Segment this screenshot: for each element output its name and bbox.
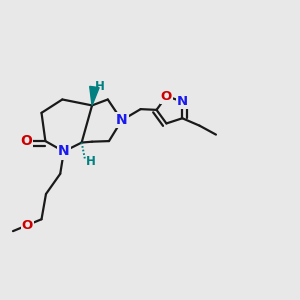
Polygon shape [90, 86, 99, 105]
Text: O: O [22, 219, 33, 232]
Text: O: O [161, 90, 172, 103]
Text: N: N [58, 145, 70, 158]
Text: H: H [95, 80, 105, 93]
Text: O: O [20, 134, 32, 148]
Text: N: N [116, 113, 128, 127]
Text: N: N [177, 95, 188, 108]
Text: H: H [85, 155, 95, 168]
